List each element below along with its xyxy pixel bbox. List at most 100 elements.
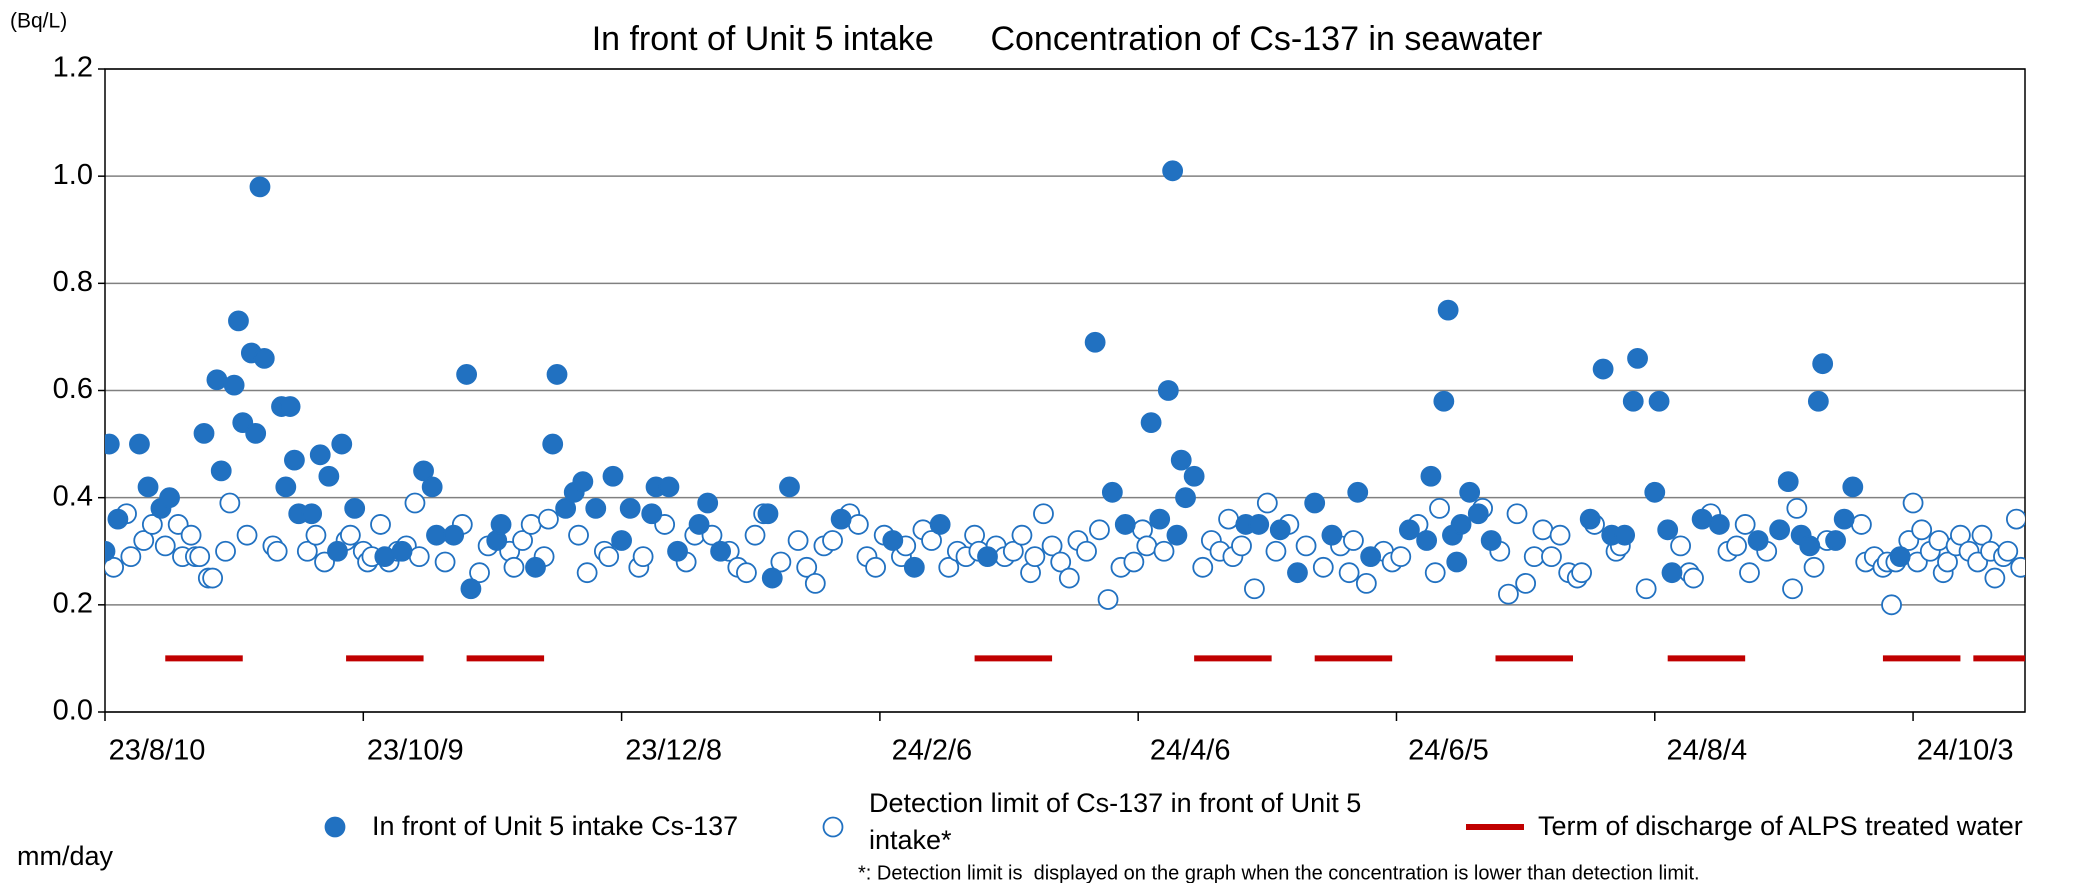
detection-limit-point [1726, 535, 1747, 557]
detection-limit-point [219, 492, 241, 514]
data-point [1799, 535, 1821, 557]
detection-limit-point [305, 524, 327, 546]
data-point [223, 374, 245, 396]
detection-limit-point [1881, 594, 1902, 616]
data-point [585, 497, 607, 519]
detection-limit-point [1153, 540, 1175, 562]
detection-limit-point [1136, 535, 1158, 557]
detection-limit-point [1058, 567, 1080, 589]
detection-limit-point [1033, 503, 1054, 525]
data-point [1149, 508, 1171, 530]
detection-limit-point [1950, 524, 1971, 546]
data-point [1248, 514, 1270, 535]
data-point [301, 503, 323, 525]
data-point [1450, 514, 1472, 535]
detection-limit-point [1343, 530, 1364, 551]
x-tick-label: 23/10/9 [367, 735, 464, 767]
data-point [929, 514, 951, 535]
detection-limit-point [1192, 556, 1214, 578]
detection-limit-point [520, 514, 542, 535]
data-point [525, 556, 546, 578]
x-tick-label: 24/8/4 [1666, 735, 1747, 767]
data-point [697, 492, 719, 514]
detection-limit-point [2010, 556, 2025, 578]
detection-limit-point [1050, 551, 1072, 573]
data-point [1140, 412, 1162, 434]
data-point [421, 476, 443, 498]
data-point [490, 514, 512, 535]
data-point [129, 433, 150, 455]
data-point [1648, 390, 1670, 412]
legend-label: In front of Unit 5 intake Cs-137 [372, 811, 739, 841]
data-point [318, 465, 340, 487]
plot-frame [104, 68, 2026, 713]
detection-limit-point [296, 540, 318, 562]
detection-limit-point [133, 530, 155, 551]
data-point [456, 364, 478, 385]
data-point [1842, 476, 1864, 498]
detection-limit-point [1123, 551, 1145, 573]
x-tick-label: 24/6/5 [1408, 735, 1489, 767]
data-point [1825, 530, 1846, 551]
data-point [413, 460, 434, 482]
detection-limit-point [339, 524, 361, 546]
detection-limit-point [266, 540, 288, 562]
x-tick-label: 24/10/3 [1917, 735, 2014, 767]
data-point [1708, 514, 1730, 535]
detection-limit-point [598, 546, 620, 568]
detection-limit-point [1851, 514, 1872, 535]
detection-limit-point [1218, 508, 1239, 530]
detection-limit-point [202, 567, 224, 589]
data-point [572, 471, 594, 492]
detection-limit-point [1429, 497, 1450, 519]
data-point [1398, 519, 1420, 541]
data-point [1321, 524, 1343, 546]
detection-limit-point [1997, 540, 2019, 562]
data-point [426, 524, 447, 546]
detection-limit-point [512, 530, 533, 551]
data-point [1833, 508, 1855, 530]
detection-limit-point [189, 546, 211, 568]
detection-limit-point [787, 530, 809, 551]
detection-limit-point [1734, 514, 1756, 535]
data-point [1269, 519, 1291, 541]
y-tick-label: 0.4 [53, 480, 93, 512]
data-point [210, 460, 232, 482]
data-point [107, 508, 129, 530]
data-point [1579, 508, 1601, 530]
data-point [1420, 465, 1442, 487]
data-point [206, 369, 228, 391]
detection-limit-point [847, 514, 869, 535]
detection-limit-point [1911, 519, 1933, 541]
data-point [761, 567, 783, 589]
data-point [757, 503, 779, 525]
detection-limit-point [1076, 540, 1097, 562]
data-point [275, 476, 297, 498]
footnote: *: Detection limit is displayed on the g… [858, 862, 1700, 883]
detection-limit-point [576, 562, 598, 584]
data-point [249, 176, 271, 198]
data-point [542, 433, 564, 455]
data-point [641, 503, 663, 525]
detection-limit-point [154, 535, 176, 557]
detection-limit-point [434, 551, 456, 573]
detection-limit-point [921, 530, 942, 551]
data-point [688, 514, 710, 535]
detection-limit-point [1928, 530, 1950, 551]
data-point [253, 347, 275, 369]
x-label: mm/day [17, 841, 114, 871]
detection-limit-point [1549, 524, 1571, 546]
data-point [344, 497, 366, 519]
detection-limit-point [744, 524, 766, 546]
data-point [830, 508, 852, 530]
data-point [309, 444, 331, 466]
legend-marker [324, 816, 346, 838]
legend-marker [822, 816, 844, 838]
data-point [327, 540, 348, 562]
detection-limit-point [1937, 551, 1958, 573]
detection-limit-point [1782, 578, 1803, 600]
data-point [1691, 508, 1713, 530]
data-point [1416, 530, 1438, 551]
detection-limit-point [804, 573, 826, 594]
